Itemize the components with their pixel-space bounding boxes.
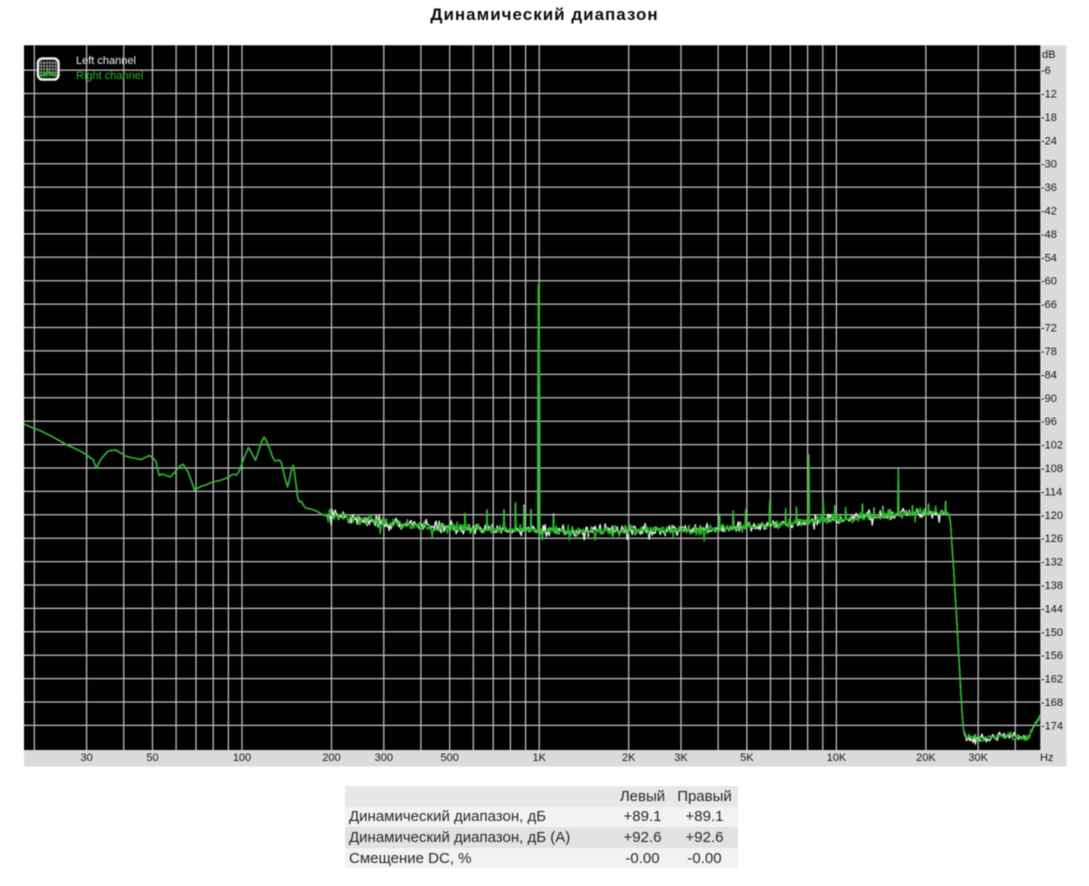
- svg-text:dB: dB: [1042, 49, 1055, 61]
- svg-text:Hz: Hz: [1040, 752, 1053, 764]
- svg-text:3K: 3K: [674, 752, 688, 764]
- svg-text:Left channel: Left channel: [76, 55, 136, 67]
- svg-text:-96: -96: [1041, 416, 1057, 428]
- svg-text:-42: -42: [1041, 206, 1057, 218]
- svg-text:-168: -168: [1041, 697, 1063, 709]
- svg-text:-84: -84: [1041, 369, 1057, 381]
- svg-text:-132: -132: [1041, 557, 1063, 569]
- svg-text:-174: -174: [1041, 720, 1063, 732]
- svg-text:-156: -156: [1041, 650, 1063, 662]
- svg-text:-90: -90: [1041, 393, 1057, 405]
- svg-text:-18: -18: [1041, 112, 1057, 124]
- svg-text:2K: 2K: [622, 752, 636, 764]
- svg-text:-30: -30: [1041, 159, 1057, 171]
- svg-text:-120: -120: [1041, 510, 1063, 522]
- svg-text:-150: -150: [1041, 627, 1063, 639]
- svg-text:1K: 1K: [532, 752, 546, 764]
- svg-text:-114: -114: [1041, 486, 1062, 498]
- svg-text:-24: -24: [1041, 135, 1057, 147]
- svg-text:-162: -162: [1041, 674, 1063, 686]
- svg-text:-54: -54: [1041, 252, 1057, 264]
- svg-text:-102: -102: [1041, 440, 1063, 452]
- svg-text:20K: 20K: [916, 752, 936, 764]
- svg-text:50: 50: [146, 752, 158, 764]
- svg-text:-72: -72: [1041, 323, 1057, 335]
- svg-text:500: 500: [441, 752, 459, 764]
- svg-text:-66: -66: [1041, 299, 1057, 311]
- svg-text:-6: -6: [1041, 65, 1051, 77]
- svg-text:-144: -144: [1041, 603, 1063, 615]
- svg-text:-36: -36: [1041, 182, 1057, 194]
- svg-text:-12: -12: [1041, 89, 1057, 101]
- svg-text:-48: -48: [1041, 229, 1057, 241]
- svg-text:100: 100: [233, 752, 251, 764]
- svg-text:-60: -60: [1041, 276, 1057, 288]
- svg-text:10K: 10K: [827, 752, 847, 764]
- svg-text:30: 30: [80, 752, 92, 764]
- svg-text:-138: -138: [1041, 580, 1063, 592]
- svg-text:5K: 5K: [740, 752, 754, 764]
- svg-text:200: 200: [322, 752, 340, 764]
- svg-text:30K: 30K: [968, 752, 988, 764]
- svg-text:-78: -78: [1041, 346, 1057, 358]
- svg-text:-108: -108: [1041, 463, 1063, 475]
- svg-text:300: 300: [375, 752, 393, 764]
- svg-text:-126: -126: [1041, 533, 1063, 545]
- svg-text:Right channel: Right channel: [76, 70, 143, 82]
